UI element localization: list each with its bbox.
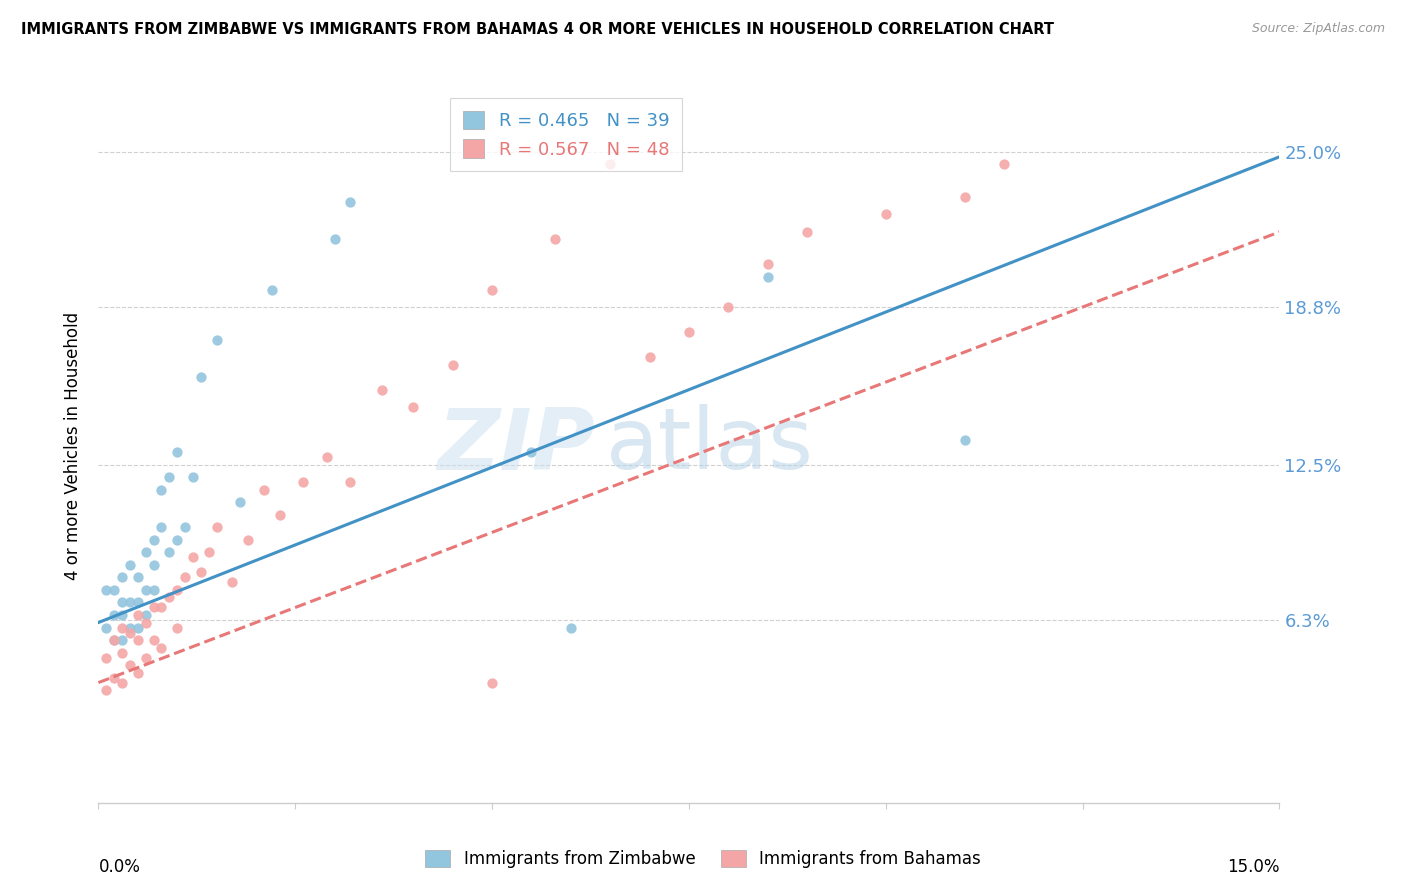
Point xyxy=(142,600,165,615)
Point xyxy=(402,400,425,414)
Point xyxy=(127,595,149,609)
Point xyxy=(520,445,543,459)
Legend: R = 0.465   N = 39, R = 0.567   N = 48: R = 0.465 N = 39, R = 0.567 N = 48 xyxy=(450,98,682,171)
Point xyxy=(181,550,204,565)
Point xyxy=(221,575,243,590)
Point xyxy=(166,582,188,597)
Point xyxy=(127,570,149,584)
Point xyxy=(599,157,621,171)
Point xyxy=(111,607,134,622)
Point xyxy=(118,658,141,673)
Point xyxy=(150,600,173,615)
Point xyxy=(150,520,173,534)
Point xyxy=(127,665,149,680)
Point xyxy=(127,621,149,635)
Point xyxy=(135,607,157,622)
Point xyxy=(166,445,188,459)
Point xyxy=(190,566,212,580)
Point xyxy=(638,350,661,364)
Point xyxy=(205,520,228,534)
Point xyxy=(127,633,149,648)
Point xyxy=(96,621,118,635)
Point xyxy=(174,520,197,534)
Point xyxy=(103,633,125,648)
Point xyxy=(142,582,165,597)
Point xyxy=(135,615,157,630)
Point xyxy=(174,570,197,584)
Point xyxy=(166,533,188,547)
Point xyxy=(103,607,125,622)
Point xyxy=(181,470,204,484)
Point xyxy=(953,190,976,204)
Point xyxy=(118,558,141,572)
Point xyxy=(118,625,141,640)
Point xyxy=(142,633,165,648)
Point xyxy=(157,470,180,484)
Point xyxy=(111,621,134,635)
Point xyxy=(441,358,464,372)
Point xyxy=(118,595,141,609)
Text: 15.0%: 15.0% xyxy=(1227,858,1279,876)
Text: 0.0%: 0.0% xyxy=(98,858,141,876)
Point xyxy=(157,545,180,559)
Point xyxy=(96,650,118,665)
Point xyxy=(103,671,125,685)
Point xyxy=(756,270,779,285)
Point xyxy=(229,495,252,509)
Point xyxy=(260,283,283,297)
Point xyxy=(96,683,118,698)
Point xyxy=(118,621,141,635)
Point xyxy=(111,570,134,584)
Point xyxy=(544,232,567,246)
Point xyxy=(481,283,503,297)
Point xyxy=(103,633,125,648)
Point xyxy=(678,325,700,339)
Point xyxy=(150,640,173,655)
Point xyxy=(103,582,125,597)
Point xyxy=(135,545,157,559)
Point xyxy=(315,450,337,465)
Point xyxy=(111,595,134,609)
Point xyxy=(269,508,291,522)
Point xyxy=(756,257,779,271)
Text: Source: ZipAtlas.com: Source: ZipAtlas.com xyxy=(1251,22,1385,36)
Point xyxy=(717,300,740,314)
Point xyxy=(253,483,276,497)
Text: atlas: atlas xyxy=(606,404,814,488)
Point xyxy=(371,383,394,397)
Text: IMMIGRANTS FROM ZIMBABWE VS IMMIGRANTS FROM BAHAMAS 4 OR MORE VEHICLES IN HOUSEH: IMMIGRANTS FROM ZIMBABWE VS IMMIGRANTS F… xyxy=(21,22,1054,37)
Point xyxy=(339,194,361,209)
Point xyxy=(197,545,219,559)
Point xyxy=(111,646,134,660)
Point xyxy=(292,475,315,490)
Y-axis label: 4 or more Vehicles in Household: 4 or more Vehicles in Household xyxy=(65,312,83,580)
Point xyxy=(135,650,157,665)
Point xyxy=(993,157,1015,171)
Point xyxy=(127,607,149,622)
Point xyxy=(96,582,118,597)
Point xyxy=(157,591,180,605)
Point xyxy=(205,333,228,347)
Point xyxy=(236,533,259,547)
Point xyxy=(150,483,173,497)
Point xyxy=(481,675,503,690)
Point xyxy=(135,582,157,597)
Point xyxy=(796,225,818,239)
Point xyxy=(111,675,134,690)
Point xyxy=(560,621,582,635)
Point xyxy=(111,633,134,648)
Text: ZIP: ZIP xyxy=(437,404,595,488)
Point xyxy=(142,558,165,572)
Point xyxy=(875,207,897,221)
Point xyxy=(190,370,212,384)
Point xyxy=(166,621,188,635)
Point xyxy=(142,533,165,547)
Point xyxy=(953,433,976,447)
Point xyxy=(323,232,346,246)
Legend: Immigrants from Zimbabwe, Immigrants from Bahamas: Immigrants from Zimbabwe, Immigrants fro… xyxy=(419,843,987,875)
Point xyxy=(339,475,361,490)
